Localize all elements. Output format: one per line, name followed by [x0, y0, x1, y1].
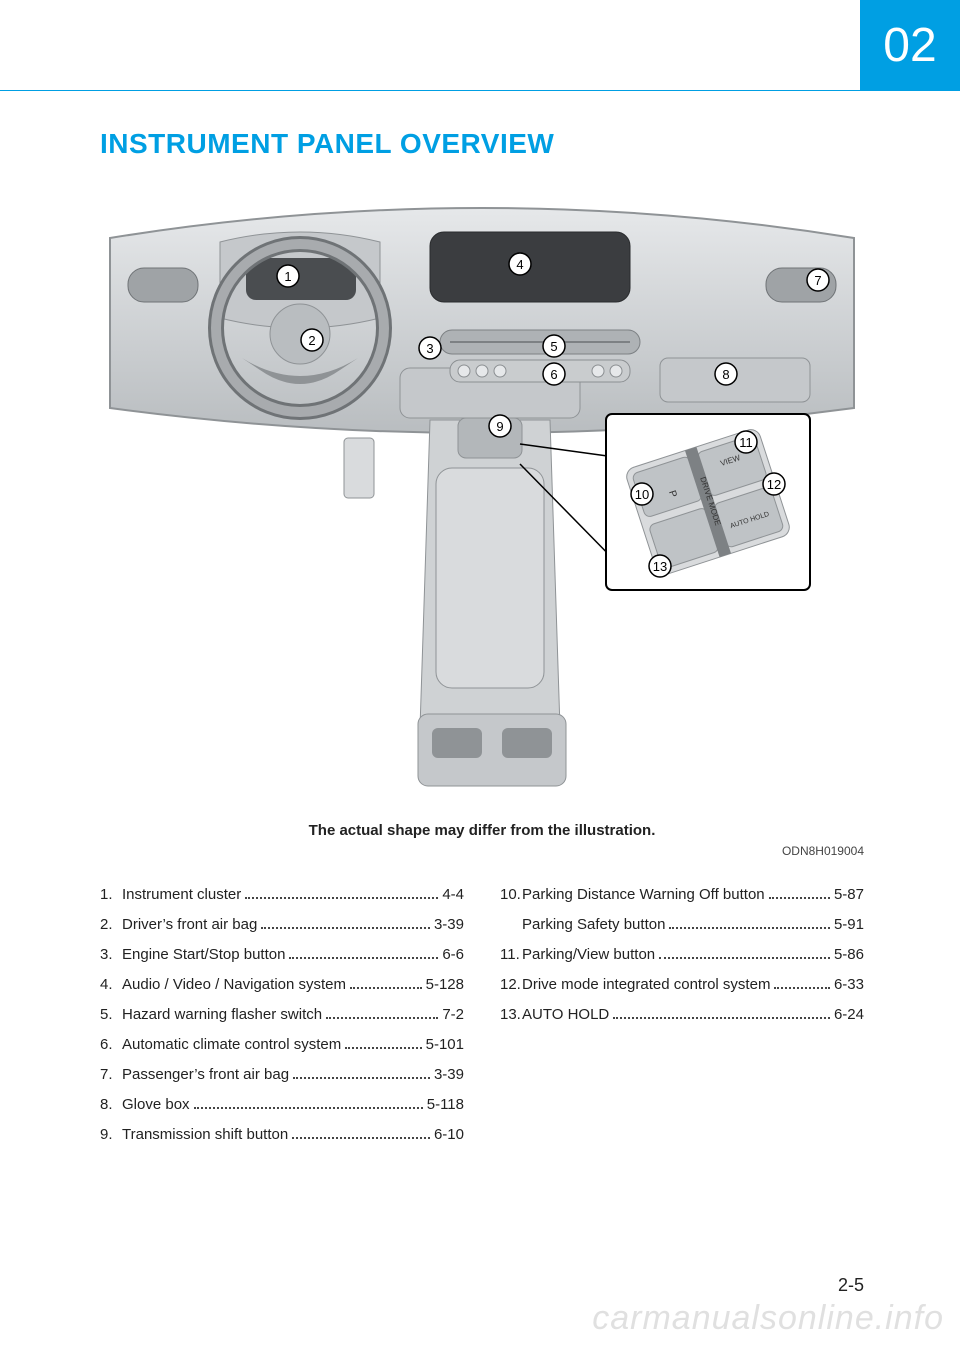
list-item-page: 5-118 [427, 1090, 464, 1120]
list-item: 2.Driver’s front air bag 3-39 [100, 910, 464, 940]
list-item-label: Instrument cluster [122, 880, 241, 910]
list-item-page: 6-24 [834, 1000, 864, 1030]
list-item-label: Parking Safety button [522, 910, 665, 940]
leader-dots [261, 927, 430, 929]
list-item: 1.Instrument cluster 4-4 [100, 880, 464, 910]
list-item-page: 6-33 [834, 970, 864, 1000]
list-item: 6.Automatic climate control system 5-101 [100, 1030, 464, 1060]
leader-dots [326, 1017, 438, 1019]
list-item-number: 4. [100, 970, 122, 1000]
list-item: 12.Drive mode integrated control system … [500, 970, 864, 1000]
leader-dots [613, 1017, 830, 1019]
callout-number: 5 [550, 339, 557, 354]
callout-number: 1 [284, 269, 291, 284]
list-item-label: Driver’s front air bag [122, 910, 257, 940]
list-item-number: 3. [100, 940, 122, 970]
list-item-number: 11. [500, 940, 522, 970]
list-item-number: 13. [500, 1000, 522, 1030]
list-item-page: 7-2 [442, 1000, 464, 1030]
list-item: 10.Parking Distance Warning Off button 5… [500, 880, 864, 910]
list-item-label: Audio / Video / Navigation system [122, 970, 346, 1000]
page-number: 2-5 [838, 1275, 864, 1296]
list-item-number: 10. [500, 880, 522, 910]
leader-dots [659, 957, 830, 959]
list-item-label: Parking/View button [522, 940, 655, 970]
list-item-number: 2. [100, 910, 122, 940]
list-col-right: 10.Parking Distance Warning Off button 5… [500, 880, 864, 1150]
list-item-number: 5. [100, 1000, 122, 1030]
callout-number: 10 [635, 487, 649, 502]
list-item: 8.Glove box 5-118 [100, 1090, 464, 1120]
list-item-label: Passenger’s front air bag [122, 1060, 289, 1090]
list-item-number: 7. [100, 1060, 122, 1090]
leader-dots [669, 927, 830, 929]
list-item-label: Drive mode integrated control system [522, 970, 770, 1000]
callout-number: 9 [496, 419, 503, 434]
list-item-page: 3-39 [434, 1060, 464, 1090]
list-item: 5.Hazard warning flasher switch 7-2 [100, 1000, 464, 1030]
callout-number: 7 [814, 273, 821, 288]
list-item-number: 12. [500, 970, 522, 1000]
callout-number: 6 [550, 367, 557, 382]
list-item-page: 3-39 [434, 910, 464, 940]
callout-number: 8 [722, 367, 729, 382]
callout-number: 3 [426, 341, 433, 356]
leader-dots [194, 1107, 423, 1109]
chapter-tab: 02 [860, 0, 960, 90]
list-item-page: 4-4 [442, 880, 464, 910]
list-item: 7.Passenger’s front air bag 3-39 [100, 1060, 464, 1090]
manual-page: 02 INSTRUMENT PANEL OVERVIEW [0, 0, 960, 1346]
leader-dots [769, 897, 830, 899]
list-item-page: 6-10 [434, 1120, 464, 1150]
list-item-page: 5-86 [834, 940, 864, 970]
callout-number: 2 [308, 333, 315, 348]
list-item-number: 9. [100, 1120, 122, 1150]
list-item-page: 6-6 [442, 940, 464, 970]
list-item: 3.Engine Start/Stop button 6-6 [100, 940, 464, 970]
list-item: 4.Audio / Video / Navigation system 5-12… [100, 970, 464, 1000]
leader-dots [289, 957, 438, 959]
divider [0, 90, 960, 91]
list-item-label: Transmission shift button [122, 1120, 288, 1150]
leader-dots [293, 1077, 430, 1079]
leader-dots [292, 1137, 430, 1139]
list-item-page: 5-91 [834, 910, 864, 940]
watermark: carmanualsonline.info [592, 1299, 944, 1338]
list-item: 13.AUTO HOLD 6-24 [500, 1000, 864, 1030]
leader-dots [774, 987, 830, 989]
list-item-page: 5-128 [426, 970, 464, 1000]
list-item-page: 5-101 [426, 1030, 464, 1060]
callout-number: 13 [653, 559, 667, 574]
leader-dots [245, 897, 438, 899]
leader-dots [345, 1047, 421, 1049]
list-item: 11.Parking/View button 5-86 [500, 940, 864, 970]
list-item-number: 1. [100, 880, 122, 910]
list-col-left: 1.Instrument cluster 4-42.Driver’s front… [100, 880, 464, 1150]
page-title: INSTRUMENT PANEL OVERVIEW [100, 128, 554, 160]
callout-number: 12 [767, 477, 781, 492]
list-item-label: Engine Start/Stop button [122, 940, 285, 970]
leader-dots [350, 987, 422, 989]
list-item: 9.Transmission shift button 6-10 [100, 1120, 464, 1150]
callout-number: 4 [516, 257, 523, 272]
instrument-panel-figure: P VIEW DRIVE MODE AUTO HOLD 123456789 10… [100, 168, 864, 808]
list-item-label: AUTO HOLD [522, 1000, 609, 1030]
list-item-number: 6. [100, 1030, 122, 1060]
list-item-label: Automatic climate control system [122, 1030, 341, 1060]
figure-code: ODN8H019004 [782, 844, 864, 858]
list-item-number: 8. [100, 1090, 122, 1120]
callout-number: 11 [739, 435, 753, 450]
list-item-page: 5-87 [834, 880, 864, 910]
list-item-label: Glove box [122, 1090, 190, 1120]
list-item: Parking Safety button 5-91 [500, 910, 864, 940]
figure-caption: The actual shape may differ from the ill… [100, 822, 864, 839]
list-item-label: Parking Distance Warning Off button [522, 880, 765, 910]
list-item-label: Hazard warning flasher switch [122, 1000, 322, 1030]
reference-list: 1.Instrument cluster 4-42.Driver’s front… [100, 880, 864, 1150]
